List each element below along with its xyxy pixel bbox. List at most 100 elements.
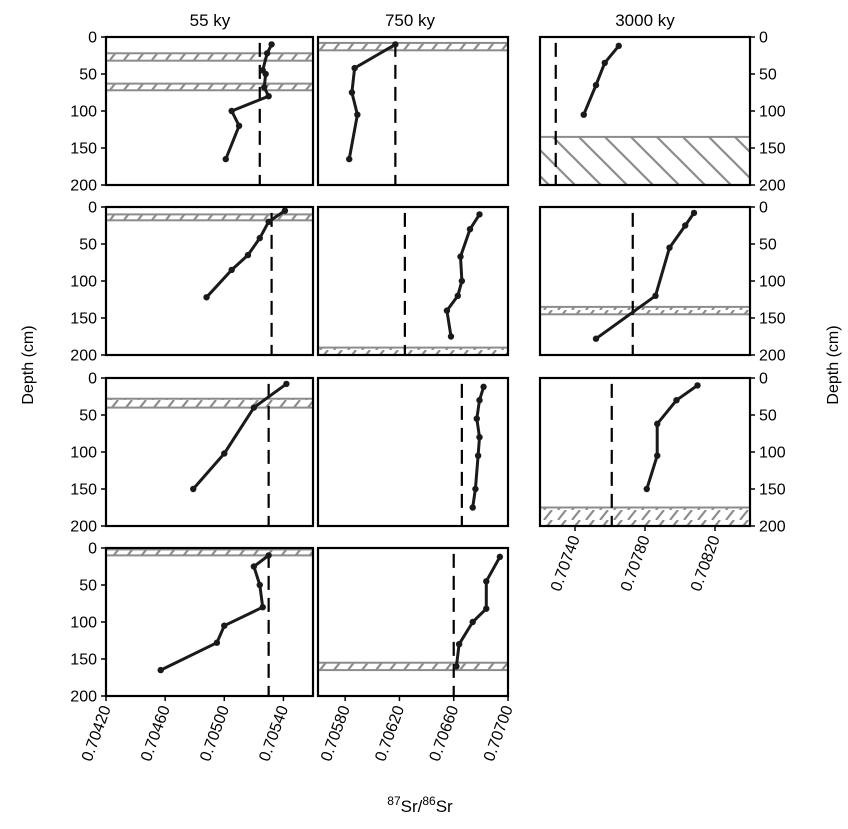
hatched-band <box>317 661 509 672</box>
panel-55ky-row-3: 0 50 100 150 200 <box>70 371 315 536</box>
y-tick-label: 50 <box>759 237 777 254</box>
y-tick-label: 200 <box>70 519 97 536</box>
panel-3000ky-row-1: 0 50 100 150 200 <box>538 30 786 195</box>
x-axis-title-sr2: Sr <box>436 797 453 816</box>
panel-frame <box>316 35 510 187</box>
panel-frame <box>104 546 315 698</box>
y-tick-label: 50 <box>79 67 97 84</box>
column-title-750ky: 750 ky <box>385 11 436 30</box>
y-tick-label: 150 <box>70 482 97 499</box>
data-point <box>213 639 221 646</box>
data-point <box>348 89 356 96</box>
panel-750ky-row-4: 0.70580 0.70620 0.70660 0.70700 <box>316 546 517 764</box>
panel-frame <box>316 546 510 698</box>
panel-55ky-row-2: 0 50 100 150 200 <box>70 200 315 365</box>
data-point <box>351 64 358 72</box>
series-line <box>347 43 397 160</box>
data-point <box>455 641 463 648</box>
y-tick-label: 200 <box>70 178 97 195</box>
data-point <box>652 292 659 299</box>
data-point <box>203 294 210 301</box>
y-tick-label: 0 <box>759 371 768 388</box>
data-point <box>666 244 673 251</box>
series-line <box>645 384 699 490</box>
data-point <box>592 81 600 89</box>
data-point <box>601 59 608 67</box>
y-tick-label: 200 <box>759 348 786 365</box>
data-point <box>346 155 353 163</box>
y-tick-label: 0 <box>759 30 768 47</box>
data-point <box>592 335 600 342</box>
x-tick-label: 0.70700 <box>481 703 517 763</box>
data-point <box>263 50 271 57</box>
data-point <box>354 111 361 118</box>
data-point <box>469 504 476 511</box>
panel-750ky-row-2 <box>316 205 510 357</box>
x-axis-title-sr1: Sr/ <box>401 797 423 816</box>
data-point <box>283 380 290 388</box>
data-point <box>654 452 661 459</box>
data-point <box>453 663 460 670</box>
data-point <box>228 107 235 115</box>
data-point <box>250 563 258 570</box>
data-point <box>190 485 197 493</box>
data-point <box>472 485 479 493</box>
hatched-band <box>105 52 314 62</box>
y-tick-label: 50 <box>79 237 97 254</box>
data-point <box>250 404 258 411</box>
data-point <box>654 420 661 428</box>
y-tick-label: 100 <box>759 104 786 121</box>
hatched-band <box>317 41 509 52</box>
y-tick-label: 0 <box>88 30 97 47</box>
data-point <box>157 666 164 674</box>
panel-frame <box>316 376 510 528</box>
panel-frame <box>538 205 752 357</box>
hatched-band <box>539 506 751 527</box>
data-point <box>469 618 476 626</box>
data-point <box>473 415 480 422</box>
hatched-band <box>105 82 314 92</box>
panel-3000ky-row-3: 0 50 100 150 200 0.70740 0.70780 0.70820 <box>538 371 786 594</box>
hatched-band <box>105 213 314 222</box>
y-tick-label: 0 <box>88 200 97 217</box>
data-point <box>682 222 689 229</box>
series-line <box>595 212 696 340</box>
x-tick-label: 0.70580 <box>318 703 354 763</box>
data-point <box>476 434 483 441</box>
hatched-band <box>105 548 314 557</box>
data-point <box>483 578 490 585</box>
y-tick-label: 100 <box>70 615 97 632</box>
y-tick-label: 50 <box>79 408 97 425</box>
x-tick-label: 0.70780 <box>618 533 654 593</box>
y-tick-label: 50 <box>759 67 777 84</box>
data-point <box>265 93 272 100</box>
data-point <box>694 382 701 389</box>
y-tick-label: 200 <box>70 348 97 365</box>
column-title-55ky: 55 ky <box>190 11 231 30</box>
y-tick-label: 50 <box>79 578 97 595</box>
data-point <box>261 84 268 91</box>
x-tick-label: 0.70460 <box>138 703 174 763</box>
data-point <box>268 41 275 48</box>
data-point <box>221 450 228 457</box>
y-tick-label: 50 <box>759 408 777 425</box>
data-point <box>221 622 228 629</box>
y-tick-label: 200 <box>70 689 97 706</box>
data-point <box>454 292 461 299</box>
panel-frame <box>104 205 315 357</box>
data-point <box>262 70 269 78</box>
panel-frame <box>316 205 510 357</box>
x-axis-title-sup-86: 86 <box>422 794 436 808</box>
data-point <box>281 207 289 214</box>
x-tick-label: 0.70660 <box>427 703 463 763</box>
y-tick-label: 150 <box>759 141 786 158</box>
column-title-3000ky: 3000 ky <box>615 11 675 30</box>
x-axis-title: 87Sr/86Sr <box>387 794 453 816</box>
hatched-band <box>539 305 751 316</box>
x-tick-label: 0.70500 <box>197 703 233 763</box>
data-point <box>690 209 698 217</box>
y-tick-label: 0 <box>88 371 97 388</box>
y-tick-label: 150 <box>759 482 786 499</box>
data-point <box>222 155 229 163</box>
